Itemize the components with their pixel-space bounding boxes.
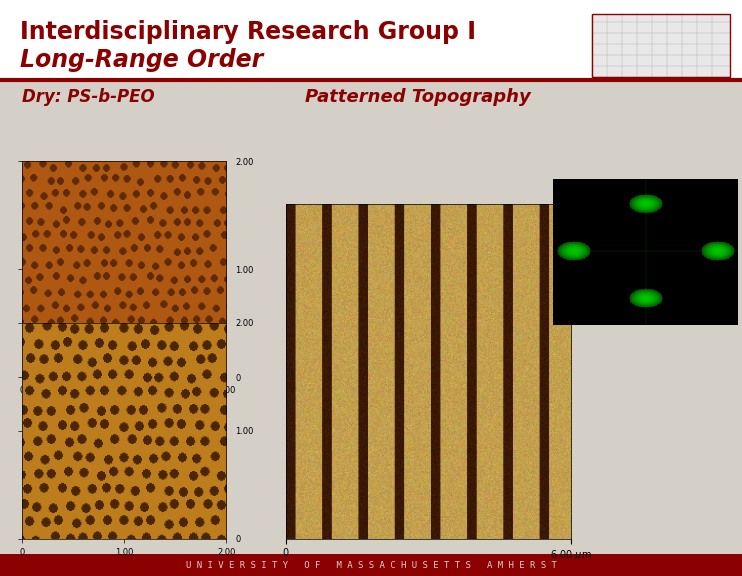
Text: Wet: Wet [22, 304, 59, 322]
Text: Dry: PS-b-PEO: Dry: PS-b-PEO [22, 88, 154, 106]
Text: Long-Range Order: Long-Range Order [20, 48, 263, 72]
Bar [592, 14, 730, 77]
Text: Patterned Topography: Patterned Topography [305, 88, 531, 106]
Bar [0, 0, 742, 80]
Text: Interdisciplinary Research Group I: Interdisciplinary Research Group I [20, 20, 476, 44]
Text: U N I V E R S I T Y   O F   M A S S A C H U S E T T S   A M H E R S T: U N I V E R S I T Y O F M A S S A C H U … [186, 560, 556, 570]
Bar [592, 14, 730, 77]
Bar [0, 554, 742, 576]
Bar [0, 80, 742, 554]
